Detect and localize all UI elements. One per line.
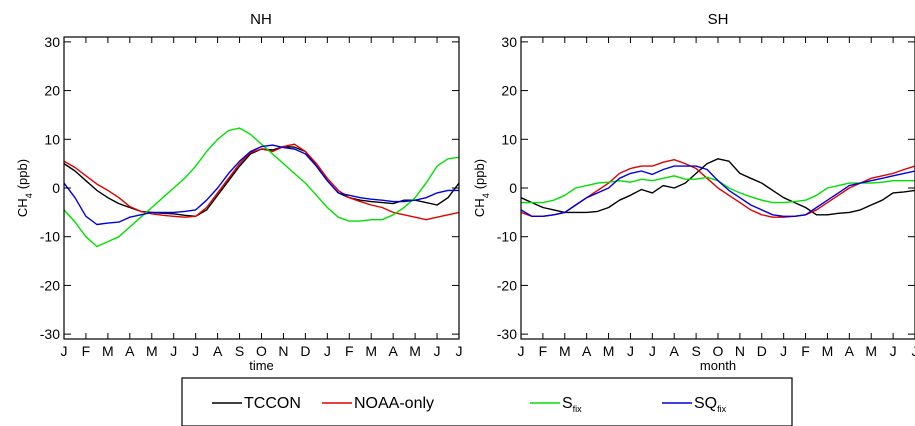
y-axis-label: CH4 (ppb) (472, 159, 491, 217)
x-tick-label: J (912, 343, 915, 359)
x-tick-label: F (801, 343, 810, 359)
series-group (521, 158, 915, 218)
legend-label-main: S (562, 395, 573, 412)
x-tick-label: F (345, 343, 354, 359)
x-tick-label: M (822, 343, 834, 359)
x-tick-label: J (780, 343, 787, 359)
y-axis-label-main: CH (472, 198, 487, 217)
y-tick-label: 0 (52, 180, 60, 196)
chart-title: NH (250, 11, 272, 28)
y-axis-label-unit: (ppb) (472, 159, 487, 189)
legend-box (181, 377, 793, 426)
y-tick-label: -20 (497, 277, 517, 293)
plot-frame (63, 36, 460, 340)
x-tick-label: A (125, 343, 135, 359)
series-line-tccon (64, 145, 459, 218)
y-tick-label: 10 (501, 131, 517, 147)
x-tick-label: S (235, 343, 244, 359)
x-tick-label: M (365, 343, 377, 359)
series-group (64, 127, 459, 248)
y-tick-label: 0 (509, 180, 517, 196)
x-tick-label: J (192, 343, 199, 359)
y-axis-label-sub: 4 (481, 193, 491, 198)
chart-title: SH (708, 11, 729, 28)
x-tick-label: O (713, 343, 724, 359)
x-tick-label: J (627, 343, 634, 359)
y-tick-label: -20 (40, 277, 60, 293)
legend: TCCON NOAA-only Sfix SQfix (181, 377, 793, 426)
x-tick-label: J (518, 343, 525, 359)
x-axis-label: time (249, 358, 274, 373)
series-line-noaa-only (521, 158, 915, 218)
y-tick-label: 20 (501, 83, 517, 99)
legend-label: TCCON (244, 395, 301, 412)
legend-label: SQfix (694, 395, 727, 414)
legend-label-sub: fix (717, 404, 727, 414)
x-tick-label: J (61, 343, 68, 359)
x-tick-label: F (539, 343, 548, 359)
y-axis-label-main: CH (15, 198, 30, 217)
y-tick-label: 30 (501, 34, 517, 50)
x-tick-label: M (102, 343, 114, 359)
y-tick-label: -30 (40, 326, 60, 342)
series-line-s-fix (64, 127, 459, 248)
y-tick-label: 10 (44, 131, 60, 147)
x-tick-label: M (865, 343, 877, 359)
y-tick-label: -30 (497, 326, 517, 342)
series-line-noaa-only (64, 143, 459, 221)
x-tick-label: D (757, 343, 767, 359)
x-tick-label: J (649, 343, 656, 359)
x-tick-label: M (409, 343, 421, 359)
y-tick-label: 30 (44, 34, 60, 50)
x-tick-label: J (170, 343, 177, 359)
y-tick-label: -10 (497, 229, 517, 245)
x-tick-label: A (582, 343, 592, 359)
legend-label-sub: fix (573, 404, 583, 414)
x-tick-label: A (388, 343, 398, 359)
legend-label-main: SQ (694, 395, 717, 412)
x-tick-label: S (691, 343, 700, 359)
x-tick-label: A (670, 343, 680, 359)
y-tick-label: -10 (40, 229, 60, 245)
y-axis-label-sub: 4 (24, 193, 34, 198)
x-tick-label: M (559, 343, 571, 359)
y-axis-label: CH4 (ppb) (15, 159, 34, 217)
x-axis-label: month (700, 358, 736, 373)
x-tick-label: D (300, 343, 310, 359)
legend-label: Sfix (562, 395, 582, 414)
x-tick-label: M (603, 343, 615, 359)
x-tick-label: O (256, 343, 267, 359)
legend-label: NOAA-only (354, 395, 434, 412)
x-tick-label: J (434, 343, 441, 359)
x-tick-label: A (213, 343, 223, 359)
series-line-sq-fix (521, 165, 915, 218)
series-line-sq-fix (64, 144, 459, 226)
x-tick-label: F (82, 343, 91, 359)
x-tick-label: N (278, 343, 288, 359)
y-tick-label: 20 (44, 83, 60, 99)
x-tick-label: A (845, 343, 855, 359)
x-tick-label: J (890, 343, 897, 359)
legend-label-main: NOAA-only (354, 395, 434, 412)
y-axis-label-unit: (ppb) (15, 159, 30, 189)
x-tick-label: N (735, 343, 745, 359)
x-tick-label: J (324, 343, 331, 359)
x-tick-label: J (456, 343, 463, 359)
series-line-tccon (521, 158, 915, 216)
legend-label-main: TCCON (244, 395, 301, 412)
x-tick-label: M (146, 343, 158, 359)
